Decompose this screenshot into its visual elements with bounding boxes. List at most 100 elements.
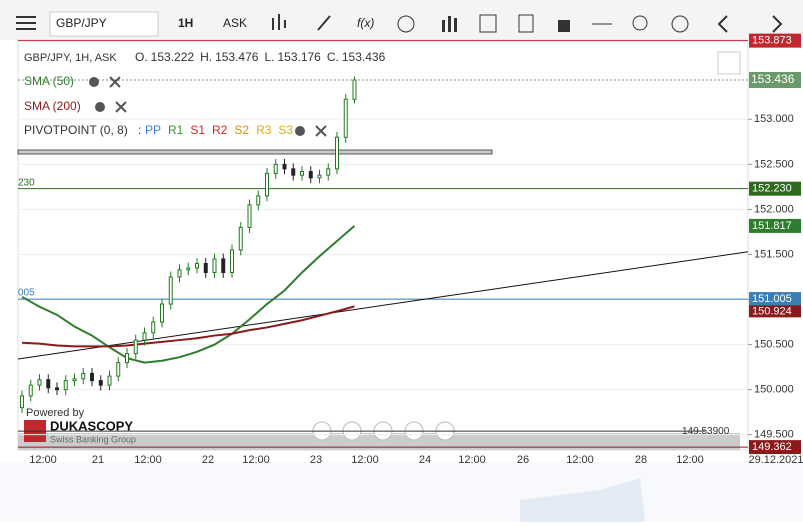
ohlc-value: 153.176 bbox=[277, 50, 321, 64]
level-left-label: 005 bbox=[18, 288, 35, 299]
y-tick-label: 149.500 bbox=[754, 429, 794, 441]
side[interactable]: ASK bbox=[223, 16, 247, 30]
x-tick-label: 26 bbox=[517, 454, 529, 466]
next[interactable] bbox=[772, 15, 783, 33]
ohlc-value: 153.222 bbox=[151, 50, 195, 64]
sma-line bbox=[21, 225, 356, 364]
ohlc-label: L. bbox=[264, 50, 274, 64]
candle-body bbox=[55, 387, 59, 391]
y-tick-label: 150.000 bbox=[754, 384, 794, 396]
remove-icon[interactable] bbox=[315, 125, 327, 137]
remove-icon[interactable] bbox=[115, 101, 127, 113]
candle-body bbox=[125, 353, 129, 364]
level-tag bbox=[749, 33, 801, 48]
candle-body bbox=[98, 380, 103, 386]
x-tick-label: 12:00 bbox=[134, 454, 162, 466]
remove-icon[interactable] bbox=[109, 76, 121, 88]
x-tick-label: 12:00 bbox=[566, 454, 594, 466]
popout[interactable] bbox=[717, 51, 741, 75]
settings-icon[interactable] bbox=[295, 126, 305, 136]
candle-body bbox=[221, 258, 226, 273]
sma-line bbox=[21, 305, 355, 348]
candle-body bbox=[28, 384, 33, 397]
candle-body bbox=[81, 372, 86, 380]
sma-value: 150.924 bbox=[752, 305, 792, 317]
ohlc-label: H. bbox=[200, 50, 212, 64]
legend-title: GBP/JPY, 1H, ASK bbox=[24, 52, 117, 64]
candle-body bbox=[177, 269, 182, 278]
ohlc-label: C. bbox=[327, 50, 339, 64]
candle-body bbox=[90, 372, 94, 382]
settings-icon[interactable] bbox=[95, 102, 105, 112]
candle-body bbox=[151, 321, 156, 334]
x-tick-label: 22 bbox=[202, 454, 214, 466]
sma-tag bbox=[749, 305, 801, 318]
level-tag bbox=[749, 440, 801, 455]
y-tick-label: 152.500 bbox=[754, 158, 794, 170]
price-tag bbox=[749, 72, 801, 89]
pivot-item: R3 bbox=[256, 123, 272, 137]
x-tick-label: 23 bbox=[310, 454, 322, 466]
candle-body bbox=[265, 172, 269, 197]
interval[interactable]: 1H bbox=[178, 16, 193, 30]
y-tick-label: 150.500 bbox=[754, 338, 794, 350]
zoom[interactable] bbox=[632, 15, 648, 31]
candle-body bbox=[37, 379, 42, 386]
x-tick-label: 12:00 bbox=[29, 454, 57, 466]
candle-body bbox=[133, 339, 138, 355]
candle-body bbox=[160, 303, 164, 323]
prev[interactable] bbox=[717, 15, 728, 33]
candle-body bbox=[308, 171, 313, 179]
ohlc-value: 153.436 bbox=[342, 50, 386, 64]
candle-body bbox=[46, 379, 51, 389]
info[interactable] bbox=[397, 15, 415, 33]
lock[interactable] bbox=[558, 20, 570, 32]
trendline bbox=[17, 251, 749, 360]
chart-type[interactable] bbox=[272, 14, 286, 30]
candle-body bbox=[317, 174, 322, 179]
x-tick-label: 12:00 bbox=[351, 454, 379, 466]
level-label: 151.005 bbox=[752, 293, 792, 305]
tagline: Swiss Banking Group bbox=[50, 434, 136, 444]
menu-button[interactable] bbox=[16, 16, 36, 30]
navigator-area bbox=[520, 478, 645, 522]
level-label: 149.362 bbox=[752, 441, 792, 453]
legend-pivot: PIVOTPOINT (0, 8) bbox=[24, 123, 128, 137]
x-tick-label: 21 bbox=[92, 454, 104, 466]
draw-tool[interactable] bbox=[317, 15, 331, 31]
pivot-sep: : bbox=[138, 123, 141, 137]
candle-body bbox=[300, 171, 304, 176]
functions[interactable]: f(x) bbox=[357, 16, 374, 30]
level-label: 153.873 bbox=[752, 35, 792, 47]
level-tag bbox=[749, 181, 801, 196]
candle-body bbox=[63, 380, 68, 391]
dashed-level-label: 149.53900 bbox=[682, 426, 730, 437]
sma-value: 151.817 bbox=[752, 220, 792, 232]
x-tick-label: 12:00 bbox=[458, 454, 486, 466]
scrollbar[interactable] bbox=[18, 433, 740, 450]
pivot-band bbox=[17, 149, 493, 155]
candle-body bbox=[273, 163, 278, 174]
bars[interactable] bbox=[442, 16, 457, 32]
candle-body bbox=[20, 395, 24, 409]
candle-body bbox=[107, 375, 112, 386]
navigator bbox=[0, 462, 803, 522]
candle-body bbox=[116, 362, 121, 377]
pivot-item: S2 bbox=[234, 123, 249, 137]
pivot-item: S3 bbox=[278, 123, 293, 137]
calendar[interactable] bbox=[479, 14, 497, 33]
y-tick-label: 152.000 bbox=[754, 203, 794, 215]
candle-body bbox=[282, 163, 287, 170]
y-tick-label: 153.000 bbox=[754, 113, 794, 125]
cloud[interactable] bbox=[671, 15, 689, 33]
settings-icon[interactable] bbox=[89, 77, 99, 87]
candle-body bbox=[238, 226, 243, 251]
symbol[interactable]: GBP/JPY bbox=[56, 16, 107, 30]
symbol-box[interactable] bbox=[49, 11, 159, 37]
sma-tag bbox=[749, 218, 801, 233]
ohlc-label: O. bbox=[135, 50, 148, 64]
candle-body bbox=[335, 136, 339, 170]
candle-body bbox=[72, 378, 77, 382]
report[interactable] bbox=[518, 14, 534, 33]
pivot-item: S1 bbox=[190, 123, 205, 137]
